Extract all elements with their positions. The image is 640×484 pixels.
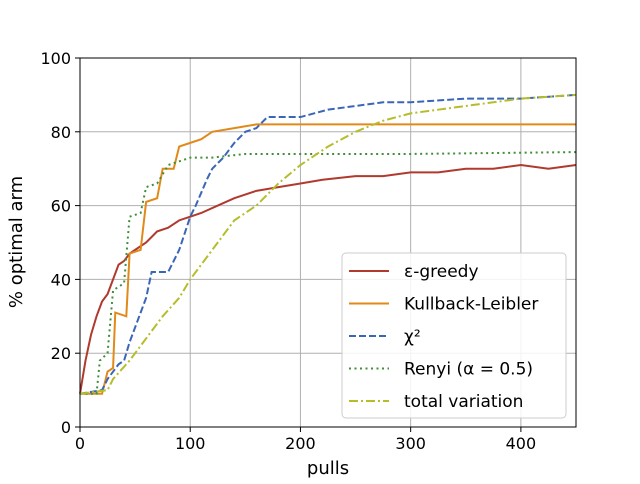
legend-label-4: total variation <box>404 392 523 412</box>
legend-label-1: Kullback-Leibler <box>404 295 538 315</box>
series-line-0 <box>79 164 577 394</box>
series-line-2 <box>79 93 577 395</box>
legend-label-2: χ² <box>404 327 421 347</box>
y-tick-label: 100 <box>40 49 71 68</box>
y-tick-label: 80 <box>51 123 71 142</box>
plot-frame <box>79 57 577 428</box>
x-tick-label: 300 <box>395 434 426 453</box>
y-tick-label: 0 <box>61 418 71 437</box>
ticks: 0 100 200 300 400 0 20 40 60 80 100 <box>40 49 536 453</box>
y-tick-label: 20 <box>51 344 71 363</box>
legend-label-3: Renyi (α = 0.5) <box>404 360 533 380</box>
series-lines <box>79 93 577 395</box>
y-tick-label: 40 <box>51 270 71 289</box>
y-tick-label: 60 <box>51 197 71 216</box>
y-axis-label: % optimal arm <box>6 176 27 308</box>
x-tick-label: 0 <box>75 434 85 453</box>
series-line-4 <box>79 93 577 395</box>
x-tick-label: 200 <box>285 434 316 453</box>
legend: ε-greedy Kullback-Leibler χ² Renyi (α = 0.5… <box>341 252 567 419</box>
series-line-1 <box>80 123 576 395</box>
x-tick-label: 400 <box>506 434 537 453</box>
x-tick-label: 100 <box>175 434 206 453</box>
legend-label-0: ε-greedy <box>404 262 479 282</box>
x-axis-label: pulls <box>307 458 349 479</box>
legend-box <box>341 252 567 419</box>
